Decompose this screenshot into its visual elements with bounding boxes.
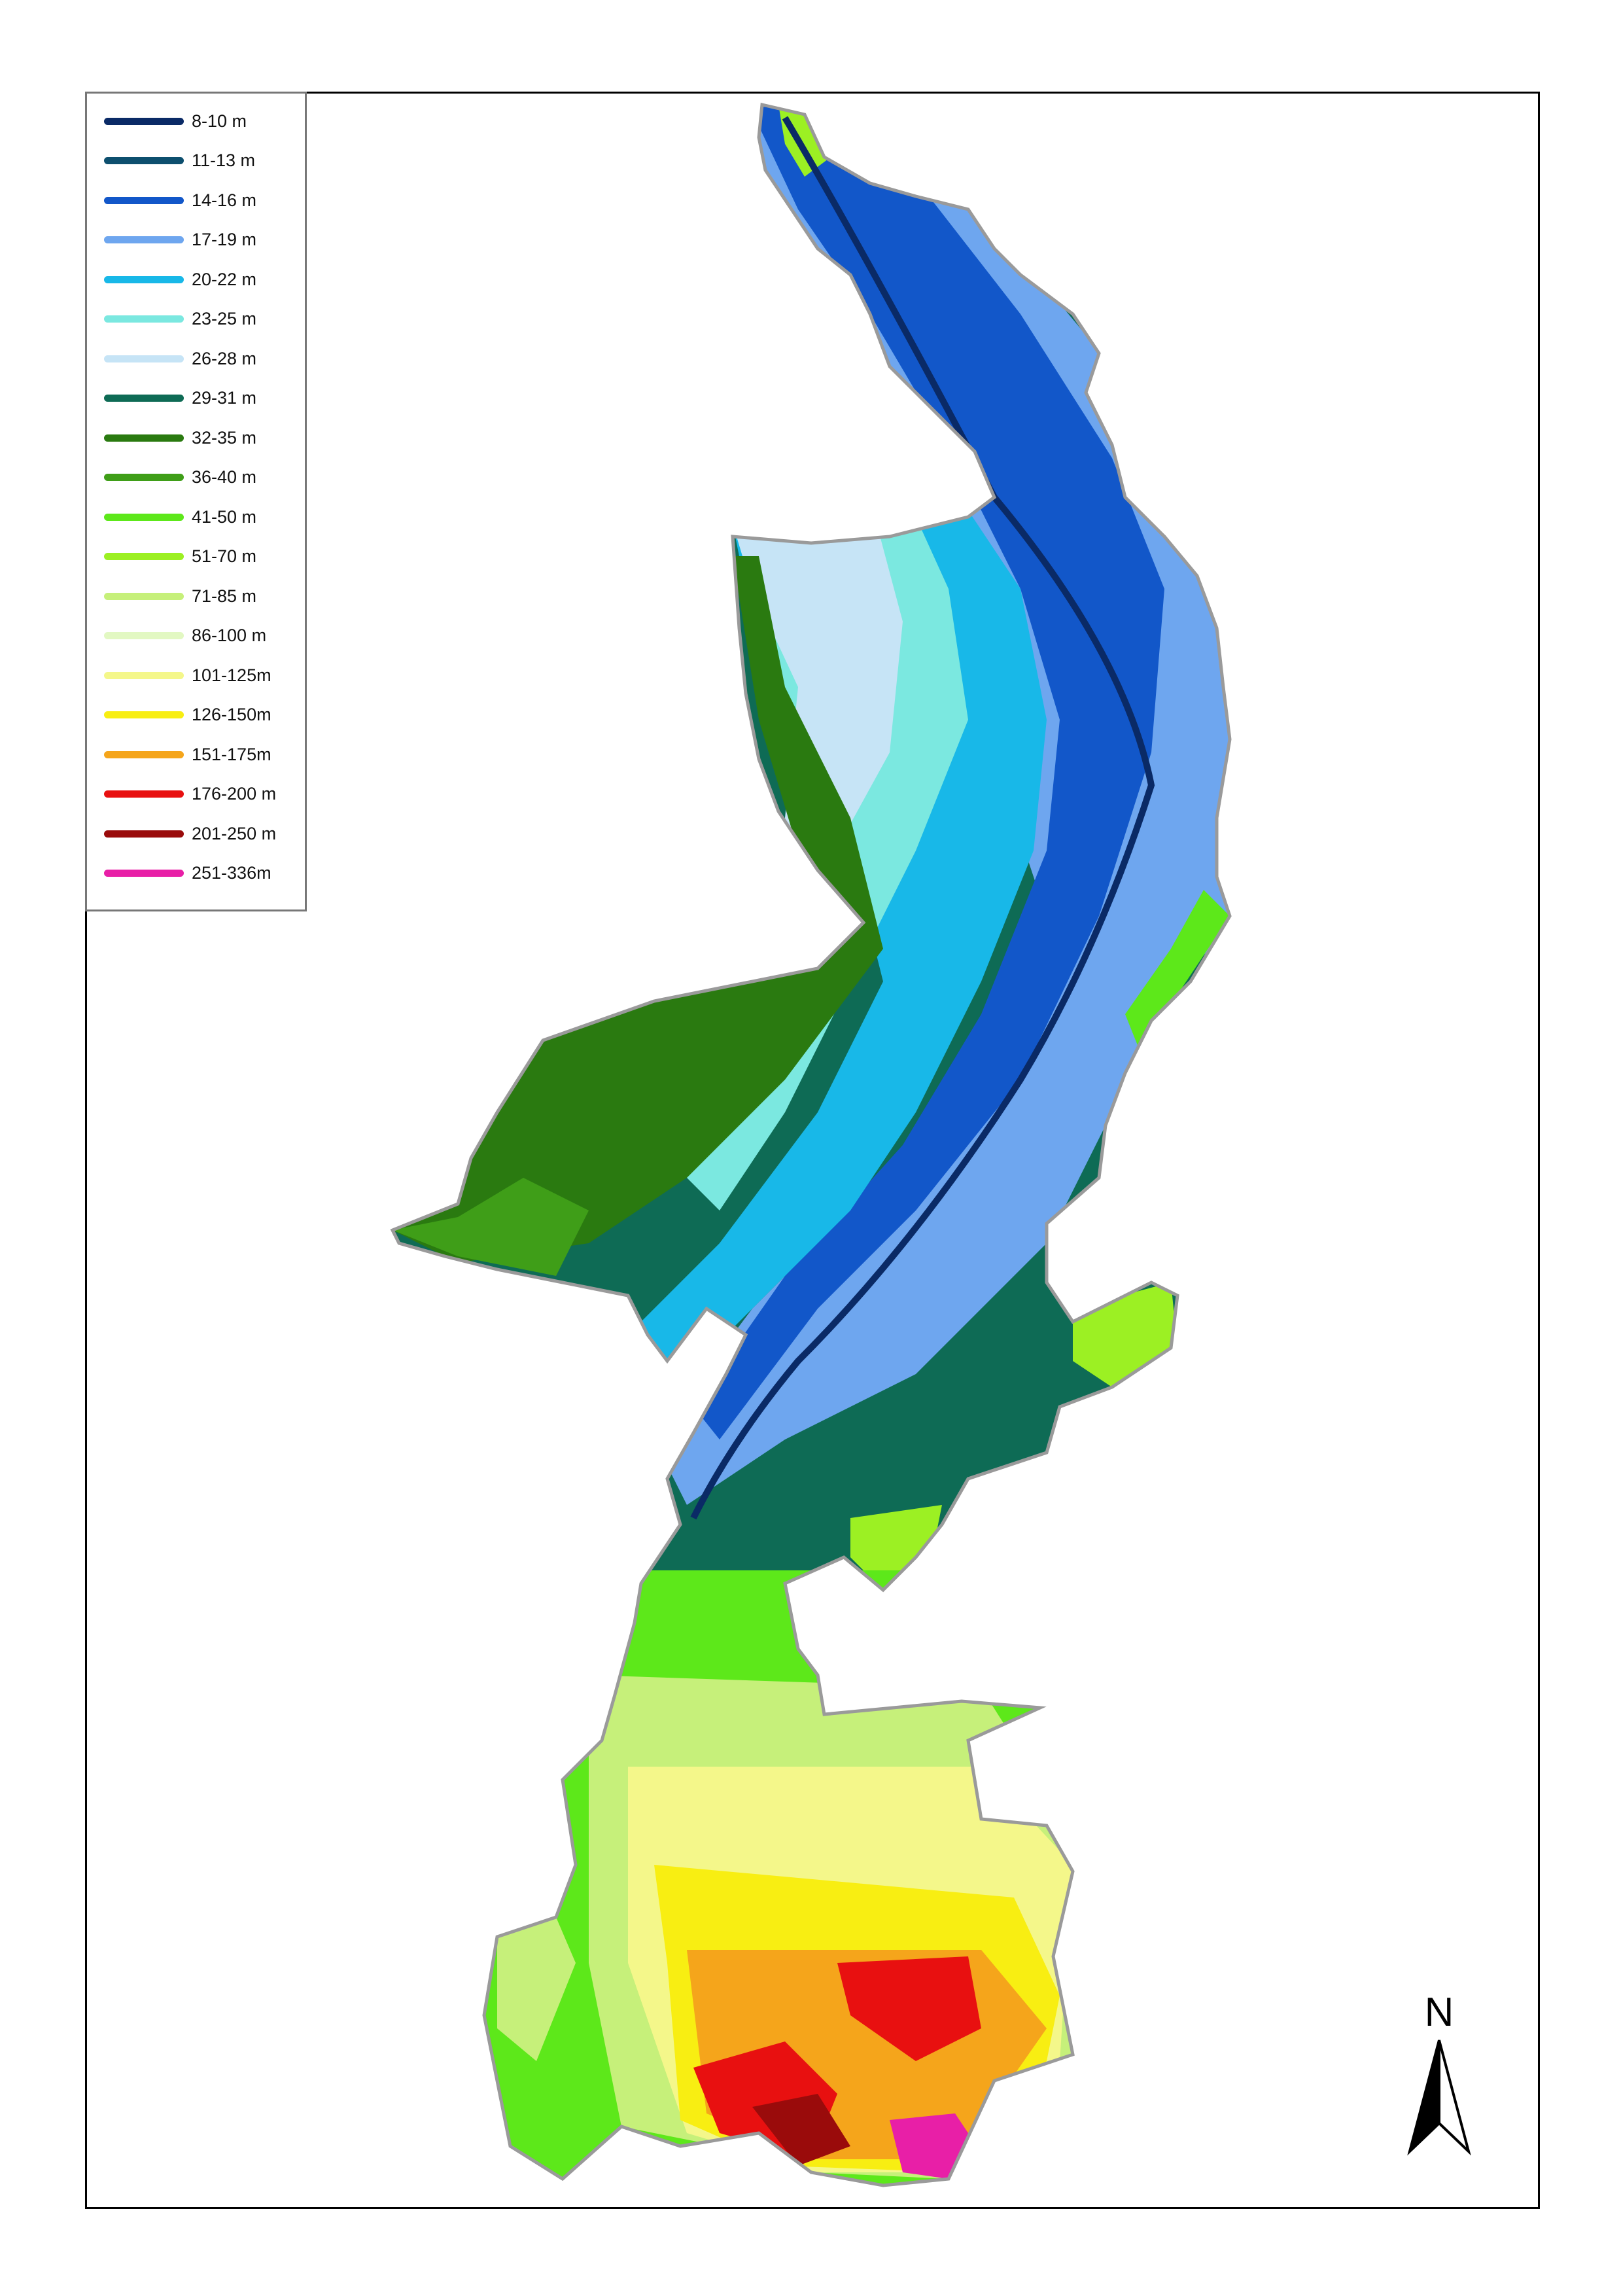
legend-item: 51-70 m [104, 544, 256, 570]
legend-label: 176-200 m [192, 784, 277, 804]
legend-item: 71-85 m [104, 583, 256, 609]
legend-item: 151-175m [104, 741, 271, 768]
legend-swatch [104, 157, 184, 164]
legend-swatch [104, 355, 184, 362]
legend-swatch [104, 474, 184, 481]
legend-swatch [104, 275, 184, 283]
north-label: N [1424, 1990, 1454, 2035]
legend-label: 14-16 m [192, 190, 257, 210]
legend-label: 251-336m [192, 863, 271, 883]
legend-swatch [104, 671, 184, 679]
legend-item: 26-28 m [104, 345, 256, 372]
legend-label: 29-31 m [192, 388, 257, 408]
legend-item: 201-250 m [104, 821, 276, 847]
legend-label: 41-50 m [192, 506, 257, 527]
legend-swatch [104, 751, 184, 758]
north-arrow: N [1397, 1989, 1482, 2159]
legend-swatch [104, 513, 184, 521]
legend-item: 23-25 m [104, 306, 256, 332]
legend-item: 126-150m [104, 702, 271, 728]
legend-label: 71-85 m [192, 586, 257, 606]
legend-item: 20-22 m [104, 266, 256, 292]
legend-item: 11-13 m [104, 148, 255, 174]
legend-label: 151-175m [192, 744, 271, 764]
legend-label: 51-70 m [192, 546, 257, 566]
legend-label: 17-19 m [192, 230, 257, 249]
legend-label: 36-40 m [192, 467, 257, 487]
legend-item: 101-125m [104, 662, 271, 688]
legend: 8-10 m 11-13 m 14-16 m 17-19 m 20-22 m 23-25 … [85, 92, 307, 911]
legend-item: 29-31 m [104, 385, 256, 412]
legend-label: 23-25 m [192, 309, 257, 328]
legend-swatch [104, 117, 184, 125]
legend-item: 41-50 m [104, 504, 256, 530]
legend-swatch [104, 870, 184, 877]
legend-swatch [104, 632, 184, 639]
legend-swatch [104, 434, 184, 442]
legend-item: 36-40 m [104, 465, 256, 491]
legend-swatch [104, 711, 184, 718]
legend-item: 251-336m [104, 860, 271, 887]
legend-label: 8-10 m [192, 111, 247, 131]
legend-item: 17-19 m [104, 227, 256, 253]
legend-item: 86-100 m [104, 623, 266, 649]
legend-label: 20-22 m [192, 269, 257, 289]
legend-label: 11-13 m [192, 150, 256, 170]
legend-item: 32-35 m [104, 425, 256, 451]
legend-item: 8-10 m [104, 108, 247, 134]
legend-swatch [104, 592, 184, 600]
legend-swatch [104, 790, 184, 798]
legend-label: 32-35 m [192, 427, 257, 448]
legend-swatch [104, 236, 184, 243]
north-arrow-icon [1407, 2040, 1471, 2156]
legend-label: 86-100 m [192, 626, 267, 645]
legend-swatch [104, 830, 184, 838]
legend-swatch [104, 553, 184, 560]
legend-label: 101-125m [192, 665, 271, 685]
legend-item: 14-16 m [104, 187, 256, 213]
legend-label: 126-150m [192, 705, 271, 724]
legend-item: 176-200 m [104, 781, 276, 807]
legend-label: 201-250 m [192, 823, 277, 843]
legend-swatch [104, 395, 184, 402]
legend-label: 26-28 m [192, 348, 257, 368]
legend-swatch [104, 315, 184, 323]
legend-swatch [104, 196, 184, 204]
